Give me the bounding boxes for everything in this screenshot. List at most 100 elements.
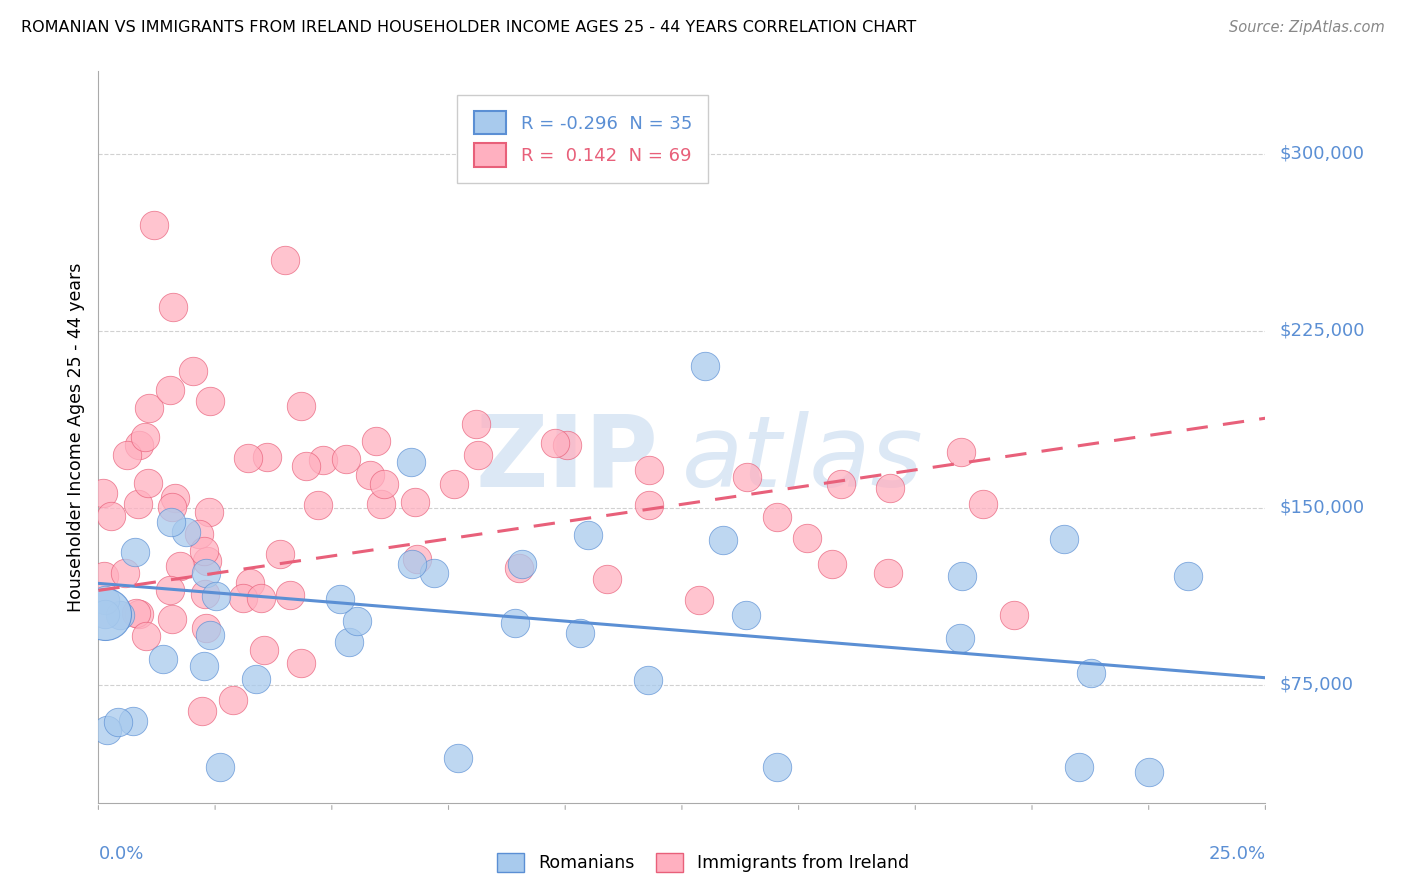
- Text: ROMANIAN VS IMMIGRANTS FROM IRELAND HOUSEHOLDER INCOME AGES 25 - 44 YEARS CORREL: ROMANIAN VS IMMIGRANTS FROM IRELAND HOUS…: [21, 20, 917, 35]
- Point: [115, 448, 138, 462]
- Text: $150,000: $150,000: [1279, 499, 1364, 516]
- Point: [100, 509, 122, 524]
- Point: [232, 591, 254, 605]
- Point: [346, 614, 368, 628]
- Point: [124, 545, 146, 559]
- Point: [256, 450, 278, 464]
- Point: [596, 572, 619, 586]
- Point: [110, 608, 132, 623]
- Text: 0.0%: 0.0%: [98, 846, 143, 863]
- Text: atlas: atlas: [682, 410, 924, 508]
- Point: [195, 554, 218, 568]
- Point: [695, 359, 717, 374]
- Point: [169, 558, 191, 573]
- Point: [688, 593, 710, 607]
- Point: [195, 566, 218, 580]
- Point: [94, 607, 117, 621]
- Point: [135, 629, 157, 643]
- Point: [423, 566, 446, 581]
- Point: [278, 588, 301, 602]
- Point: [465, 417, 488, 432]
- Point: [162, 612, 184, 626]
- Legend: R = -0.296  N = 35, R =  0.142  N = 69: R = -0.296 N = 35, R = 0.142 N = 69: [457, 95, 709, 183]
- Point: [508, 560, 530, 574]
- Point: [467, 448, 489, 462]
- Point: [711, 533, 734, 548]
- Text: 25.0%: 25.0%: [1208, 846, 1265, 863]
- Point: [404, 495, 426, 509]
- Point: [239, 576, 262, 591]
- Point: [200, 393, 222, 408]
- Point: [290, 399, 312, 413]
- Point: [249, 591, 271, 605]
- Point: [949, 631, 972, 645]
- Point: [114, 566, 136, 580]
- Point: [209, 760, 232, 774]
- Point: [128, 607, 150, 621]
- Point: [370, 497, 392, 511]
- Point: [765, 509, 787, 524]
- Point: [329, 591, 352, 606]
- Point: [569, 626, 592, 640]
- Point: [128, 438, 150, 452]
- Point: [160, 500, 183, 515]
- Point: [364, 434, 387, 449]
- Point: [735, 470, 758, 484]
- Point: [765, 760, 787, 774]
- Point: [950, 445, 973, 459]
- Legend: Romanians, Immigrants from Ireland: Romanians, Immigrants from Ireland: [489, 846, 917, 879]
- Point: [121, 714, 143, 728]
- Y-axis label: Householder Income Ages 25 - 44 years: Householder Income Ages 25 - 44 years: [66, 262, 84, 612]
- Point: [576, 528, 599, 542]
- Point: [96, 723, 118, 738]
- Point: [290, 656, 312, 670]
- Point: [107, 714, 129, 729]
- Point: [193, 544, 215, 558]
- Point: [269, 547, 291, 561]
- Point: [1177, 568, 1199, 582]
- Text: $300,000: $300,000: [1279, 145, 1364, 163]
- Point: [193, 659, 215, 673]
- Point: [295, 458, 318, 473]
- Point: [127, 497, 149, 511]
- Point: [138, 401, 160, 415]
- Point: [879, 481, 901, 495]
- Point: [359, 468, 381, 483]
- Point: [191, 704, 214, 718]
- Point: [204, 589, 226, 603]
- Point: [93, 569, 115, 583]
- Text: Source: ZipAtlas.com: Source: ZipAtlas.com: [1229, 20, 1385, 35]
- Point: [335, 452, 357, 467]
- Point: [165, 491, 187, 505]
- Point: [555, 438, 578, 452]
- Point: [503, 616, 526, 631]
- Point: [200, 628, 222, 642]
- Point: [876, 566, 898, 580]
- Point: [308, 498, 330, 512]
- Point: [373, 476, 395, 491]
- Point: [181, 364, 204, 378]
- Point: [821, 557, 844, 571]
- Point: [174, 524, 197, 539]
- Point: [93, 486, 115, 500]
- Point: [638, 499, 661, 513]
- Point: [236, 451, 259, 466]
- Point: [637, 673, 659, 688]
- Point: [94, 607, 117, 621]
- Point: [401, 455, 423, 469]
- Point: [253, 642, 276, 657]
- Point: [734, 608, 756, 623]
- Point: [195, 621, 218, 635]
- Point: [443, 476, 465, 491]
- Point: [125, 606, 148, 620]
- Point: [312, 453, 335, 467]
- Point: [136, 476, 159, 491]
- Point: [198, 505, 221, 519]
- Point: [1137, 765, 1160, 780]
- Point: [194, 587, 217, 601]
- Point: [972, 497, 994, 511]
- Point: [512, 558, 534, 572]
- Point: [406, 552, 429, 566]
- Point: [159, 383, 181, 397]
- Text: $75,000: $75,000: [1279, 676, 1354, 694]
